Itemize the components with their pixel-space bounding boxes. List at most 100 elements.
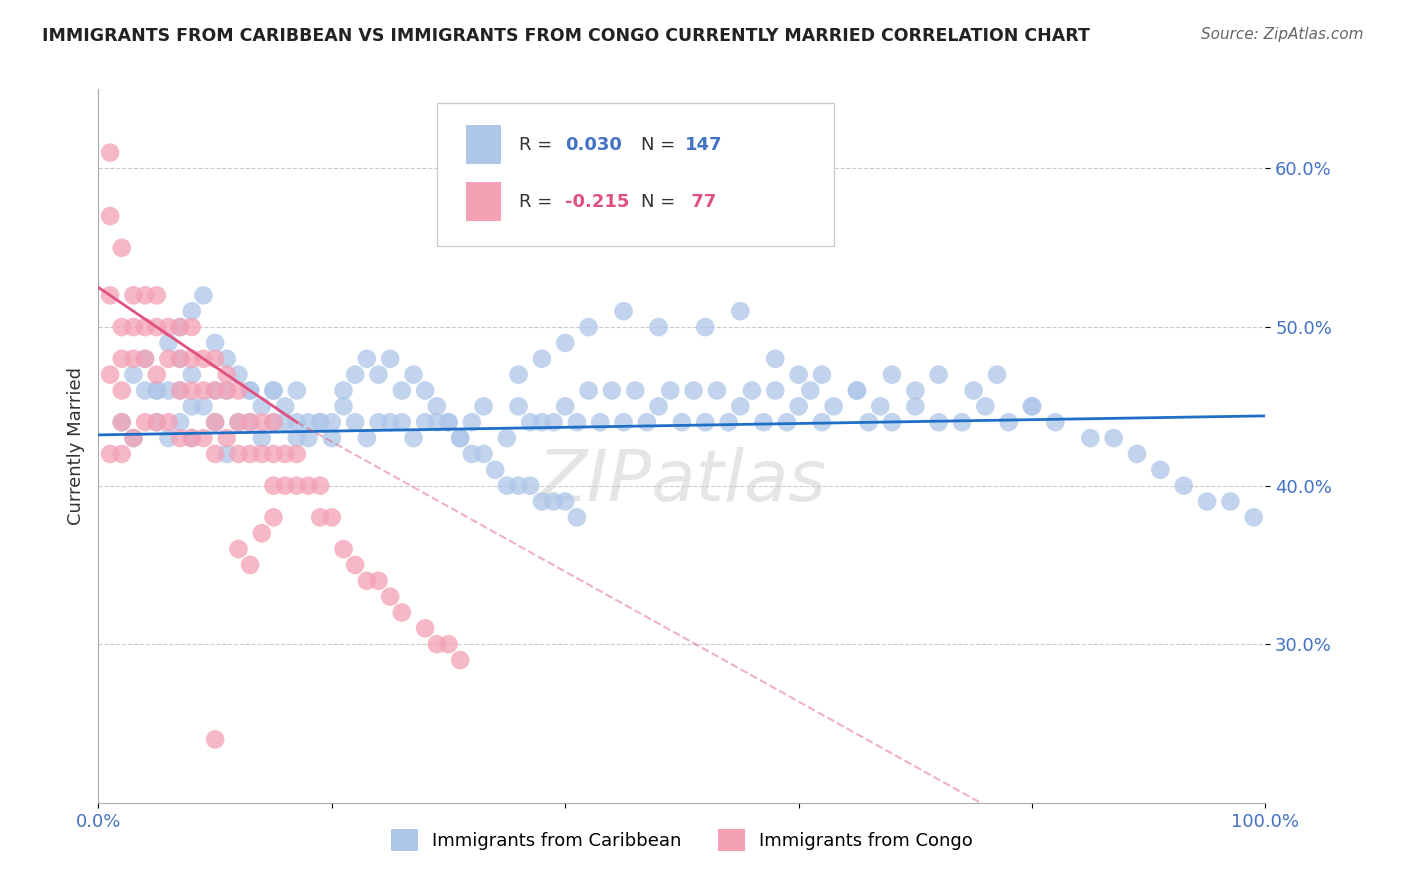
Point	[204, 384, 226, 398]
Point	[193, 384, 215, 398]
Point	[928, 368, 950, 382]
Text: Source: ZipAtlas.com: Source: ZipAtlas.com	[1201, 27, 1364, 42]
Point	[391, 415, 413, 429]
Point	[122, 320, 145, 334]
Point	[111, 320, 134, 334]
Point	[193, 351, 215, 366]
Point	[1021, 400, 1043, 414]
Point	[134, 288, 156, 302]
Point	[146, 288, 169, 302]
Point	[950, 415, 973, 429]
Point	[496, 478, 519, 492]
Point	[134, 351, 156, 366]
FancyBboxPatch shape	[465, 182, 501, 221]
Point	[344, 415, 367, 429]
Point	[787, 368, 810, 382]
Point	[367, 415, 389, 429]
Point	[530, 494, 553, 508]
Point	[215, 384, 238, 398]
Point	[215, 368, 238, 382]
Point	[1173, 478, 1195, 492]
Point	[134, 384, 156, 398]
Point	[321, 415, 343, 429]
Point	[869, 400, 891, 414]
Point	[367, 368, 389, 382]
Point	[98, 145, 121, 160]
Point	[730, 304, 752, 318]
Point	[146, 368, 169, 382]
Point	[204, 732, 226, 747]
Point	[636, 415, 658, 429]
Point	[134, 415, 156, 429]
Text: 77: 77	[685, 193, 717, 211]
Point	[122, 431, 145, 445]
Point	[134, 351, 156, 366]
Point	[180, 431, 202, 445]
Text: 0.030: 0.030	[565, 136, 621, 153]
Point	[380, 351, 402, 366]
Point	[146, 415, 169, 429]
Point	[763, 351, 786, 366]
Point	[706, 384, 728, 398]
Point	[111, 415, 134, 429]
Point	[356, 351, 378, 366]
Point	[146, 320, 169, 334]
Point	[472, 400, 495, 414]
Point	[98, 447, 121, 461]
Point	[1243, 510, 1265, 524]
Point	[111, 415, 134, 429]
Point	[554, 494, 576, 508]
Point	[1195, 494, 1218, 508]
Point	[1045, 415, 1067, 429]
Point	[1126, 447, 1149, 461]
Point	[413, 415, 436, 429]
Point	[846, 384, 869, 398]
Point	[215, 431, 238, 445]
Point	[262, 447, 284, 461]
Point	[285, 447, 308, 461]
Point	[332, 400, 354, 414]
Point	[846, 384, 869, 398]
Point	[228, 542, 250, 557]
Point	[565, 415, 588, 429]
Point	[367, 574, 389, 588]
Y-axis label: Currently Married: Currently Married	[66, 367, 84, 525]
Point	[169, 351, 191, 366]
Point	[239, 447, 262, 461]
Point	[695, 320, 717, 334]
Point	[461, 447, 484, 461]
Point	[811, 368, 834, 382]
Point	[297, 415, 319, 429]
Point	[1102, 431, 1125, 445]
Point	[332, 384, 354, 398]
Point	[309, 415, 332, 429]
Point	[204, 335, 226, 350]
Point	[402, 431, 425, 445]
Point	[904, 384, 927, 398]
Point	[274, 447, 297, 461]
Point	[98, 368, 121, 382]
Point	[285, 384, 308, 398]
Point	[682, 384, 704, 398]
Point	[554, 335, 576, 350]
Point	[344, 368, 367, 382]
Point	[986, 368, 1008, 382]
Point	[472, 447, 495, 461]
Point	[380, 415, 402, 429]
Point	[111, 351, 134, 366]
Point	[111, 384, 134, 398]
Point	[250, 526, 273, 541]
Point	[530, 415, 553, 429]
Point	[215, 447, 238, 461]
Point	[730, 400, 752, 414]
Point	[157, 335, 180, 350]
Point	[274, 478, 297, 492]
Point	[356, 431, 378, 445]
Point	[204, 384, 226, 398]
Point	[647, 400, 669, 414]
Point	[823, 400, 845, 414]
Point	[974, 400, 997, 414]
Point	[180, 304, 202, 318]
Point	[157, 384, 180, 398]
Point	[391, 384, 413, 398]
